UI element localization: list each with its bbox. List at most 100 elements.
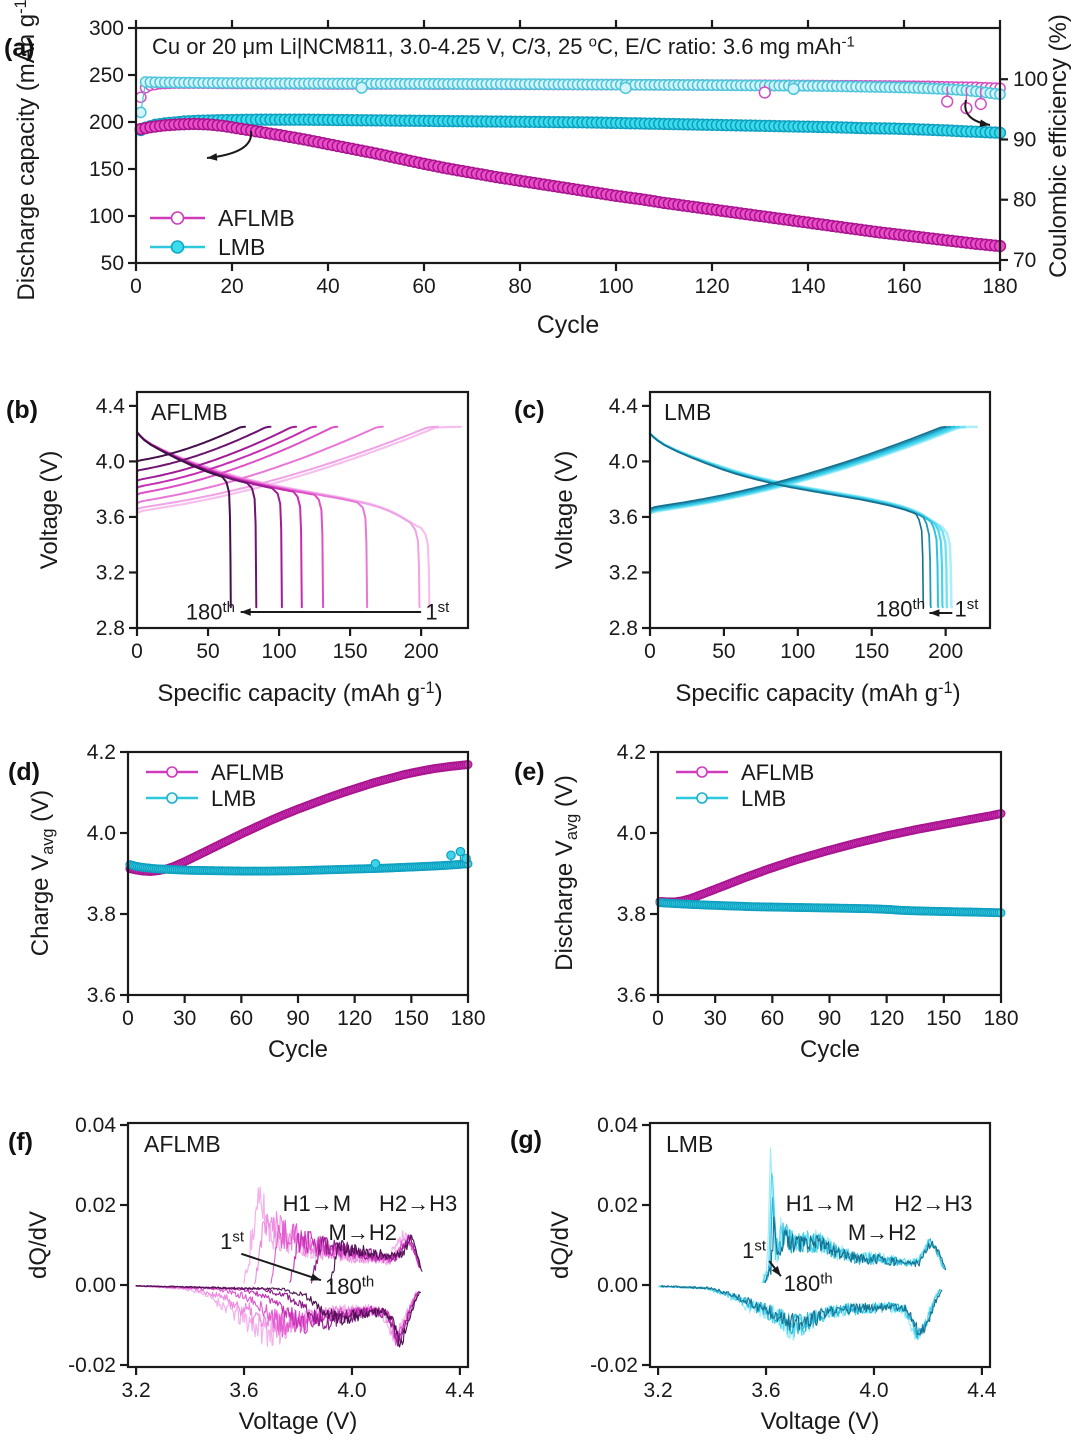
svg-text:Discharge capacity (mAh g-1): Discharge capacity (mAh g-1): [12, 0, 40, 301]
svg-text:Cycle: Cycle: [800, 1036, 860, 1063]
svg-text:LMB: LMB: [741, 786, 786, 811]
svg-text:150: 150: [854, 640, 889, 663]
svg-text:4.0: 4.0: [96, 450, 125, 473]
svg-text:60: 60: [230, 1007, 253, 1030]
svg-text:100: 100: [1013, 68, 1048, 91]
svg-text:H1→M: H1→M: [786, 1191, 854, 1216]
svg-text:30: 30: [703, 1007, 726, 1030]
svg-text:H2→H3: H2→H3: [894, 1191, 972, 1216]
svg-text:AFLMB: AFLMB: [218, 205, 295, 231]
svg-text:Voltage (V): Voltage (V): [551, 451, 578, 570]
svg-text:Specific capacity (mAh g-1): Specific capacity (mAh g-1): [675, 679, 960, 707]
svg-text:4.0: 4.0: [859, 1379, 888, 1402]
svg-text:120: 120: [337, 1007, 372, 1030]
svg-text:4.0: 4.0: [617, 822, 646, 845]
svg-text:4.4: 4.4: [967, 1379, 997, 1402]
panel-label-b: (b): [6, 396, 38, 424]
svg-text:90: 90: [818, 1007, 841, 1030]
svg-text:3.6: 3.6: [96, 506, 125, 529]
svg-text:300: 300: [89, 17, 124, 40]
svg-text:200: 200: [928, 640, 963, 663]
svg-text:0.02: 0.02: [75, 1194, 116, 1217]
svg-text:Cycle: Cycle: [537, 311, 600, 339]
svg-text:0: 0: [644, 640, 656, 663]
svg-text:90: 90: [286, 1007, 309, 1030]
svg-text:2.8: 2.8: [609, 617, 638, 640]
svg-text:4.2: 4.2: [87, 741, 116, 764]
svg-text:0.04: 0.04: [75, 1114, 116, 1137]
svg-text:150: 150: [333, 640, 368, 663]
panel-label-c: (c): [514, 396, 545, 424]
svg-text:50: 50: [101, 252, 124, 275]
svg-text:200: 200: [404, 640, 439, 663]
svg-text:100: 100: [780, 640, 815, 663]
svg-text:180: 180: [982, 275, 1017, 298]
svg-text:LMB: LMB: [664, 399, 711, 425]
svg-text:AFLMB: AFLMB: [144, 1131, 221, 1157]
svg-text:Cycle: Cycle: [268, 1036, 328, 1063]
svg-text:250: 250: [89, 64, 124, 87]
svg-text:Specific capacity (mAh g-1): Specific capacity (mAh g-1): [157, 679, 442, 707]
svg-text:3.6: 3.6: [87, 984, 116, 1007]
svg-text:1st: 1st: [742, 1237, 767, 1262]
svg-text:H2→H3: H2→H3: [379, 1191, 457, 1216]
svg-text:100: 100: [89, 205, 124, 228]
svg-text:0.00: 0.00: [597, 1274, 638, 1297]
svg-text:-0.02: -0.02: [68, 1354, 116, 1377]
svg-text:LMB: LMB: [666, 1131, 713, 1157]
svg-text:4.0: 4.0: [609, 450, 638, 473]
svg-text:4.4: 4.4: [609, 395, 639, 418]
panel-label-e: (e): [514, 758, 545, 786]
svg-text:3.6: 3.6: [751, 1379, 780, 1402]
svg-text:180: 180: [450, 1007, 485, 1030]
svg-text:160: 160: [886, 275, 921, 298]
svg-text:80: 80: [1013, 189, 1036, 212]
svg-text:120: 120: [869, 1007, 904, 1030]
svg-text:60: 60: [761, 1007, 784, 1030]
svg-text:180th: 180th: [784, 1271, 833, 1296]
svg-text:3.2: 3.2: [96, 561, 125, 584]
svg-text:200: 200: [89, 111, 124, 134]
panel-label-d: (d): [8, 758, 40, 786]
svg-text:50: 50: [712, 640, 735, 663]
svg-text:90: 90: [1013, 128, 1036, 151]
svg-text:70: 70: [1013, 249, 1036, 272]
svg-text:M→H2: M→H2: [848, 1220, 916, 1245]
svg-text:3.8: 3.8: [87, 903, 116, 926]
svg-text:1st: 1st: [955, 596, 980, 621]
svg-text:100: 100: [598, 275, 633, 298]
panel-label-a: (a): [4, 34, 35, 62]
svg-text:3.6: 3.6: [229, 1379, 258, 1402]
svg-text:180th: 180th: [876, 596, 925, 621]
svg-text:4.4: 4.4: [445, 1379, 475, 1402]
svg-text:60: 60: [412, 275, 435, 298]
svg-text:Voltage (V): Voltage (V): [239, 1408, 358, 1435]
svg-text:1st: 1st: [425, 599, 450, 624]
svg-text:150: 150: [926, 1007, 961, 1030]
svg-text:3.2: 3.2: [643, 1379, 672, 1402]
svg-text:0.00: 0.00: [75, 1274, 116, 1297]
svg-text:3.6: 3.6: [609, 506, 638, 529]
svg-text:0.02: 0.02: [597, 1194, 638, 1217]
svg-text:40: 40: [316, 275, 339, 298]
svg-text:120: 120: [694, 275, 729, 298]
svg-text:3.2: 3.2: [121, 1379, 150, 1402]
svg-text:Charge Vavg (V): Charge Vavg (V): [27, 790, 57, 956]
svg-text:3.2: 3.2: [609, 561, 638, 584]
svg-text:1st: 1st: [220, 1229, 245, 1254]
svg-text:100: 100: [262, 640, 297, 663]
svg-text:-0.02: -0.02: [590, 1354, 638, 1377]
svg-text:140: 140: [790, 275, 825, 298]
svg-text:0: 0: [122, 1007, 134, 1030]
svg-text:Coulombic efficiency (%): Coulombic efficiency (%): [1045, 14, 1072, 278]
svg-text:dQ/dV: dQ/dV: [25, 1211, 52, 1279]
svg-text:2.8: 2.8: [96, 617, 125, 640]
svg-text:4.4: 4.4: [96, 395, 126, 418]
svg-text:0: 0: [130, 275, 142, 298]
